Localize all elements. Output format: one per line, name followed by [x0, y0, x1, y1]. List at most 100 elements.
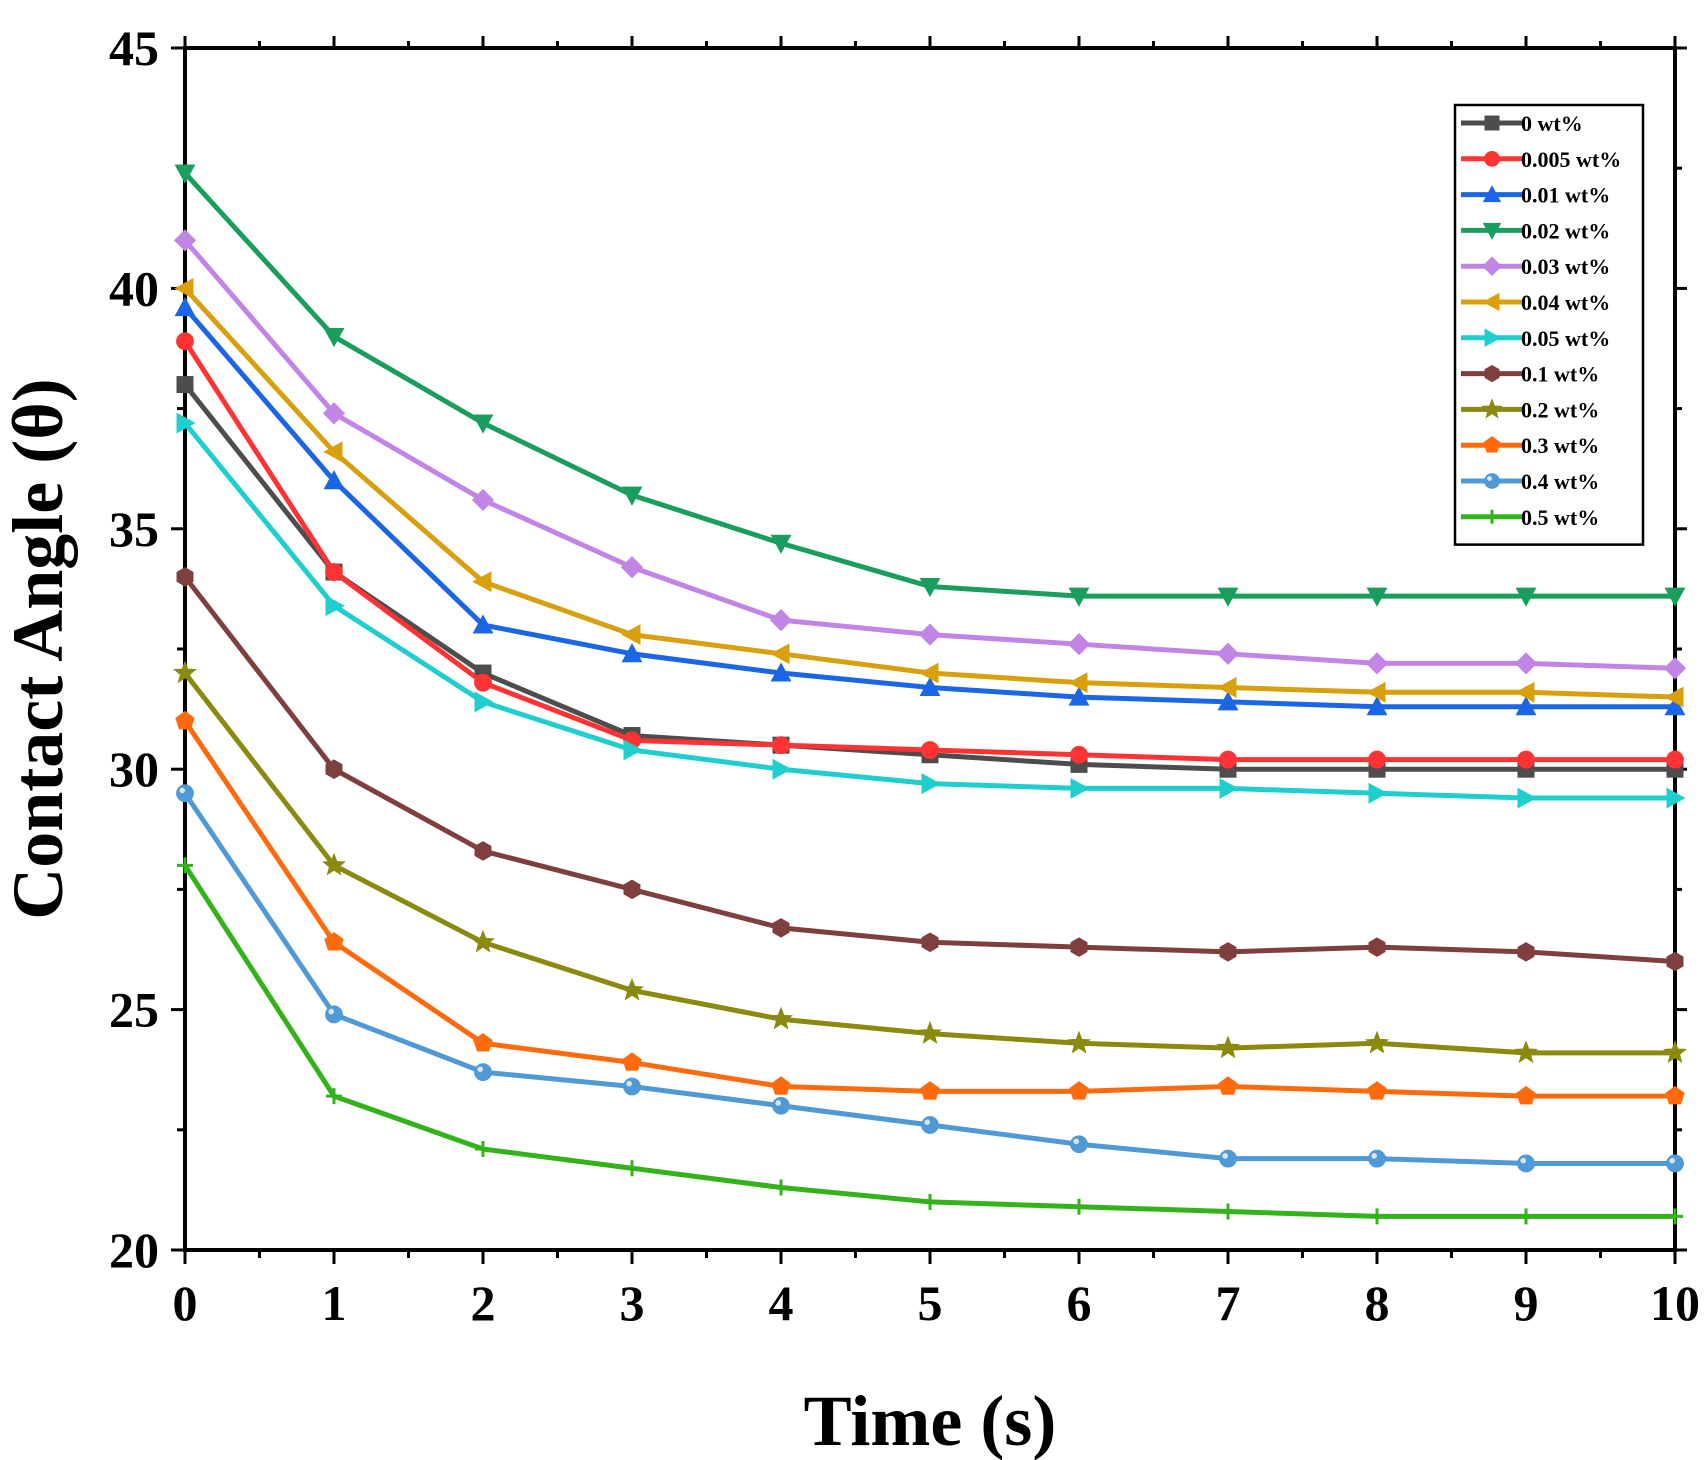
- data-point: [1664, 587, 1686, 607]
- legend-item: 0.2 wt%: [1461, 397, 1599, 422]
- data-point: [772, 918, 790, 938]
- y-tick-label: 25: [109, 982, 159, 1038]
- data-point: [1217, 677, 1237, 698]
- legend-label: 0.005 wt%: [1521, 147, 1621, 172]
- series-3: [174, 164, 1686, 607]
- data-point: [323, 470, 345, 490]
- data-point: [1485, 509, 1499, 524]
- data-point: [176, 376, 194, 394]
- data-point: [173, 229, 197, 252]
- data-point: [1666, 787, 1686, 809]
- legend-label: 0.05 wt%: [1521, 326, 1610, 351]
- data-point: [621, 486, 643, 506]
- data-point: [325, 563, 343, 581]
- data-point: [1514, 1040, 1538, 1064]
- legend-label: 0.2 wt%: [1521, 397, 1599, 422]
- legend-item: 0.03 wt%: [1461, 254, 1610, 279]
- data-point: [1219, 777, 1239, 799]
- data-point: [474, 841, 492, 861]
- data-point: [1367, 1081, 1387, 1100]
- data-point: [921, 1116, 939, 1134]
- data-point: [1484, 328, 1502, 348]
- data-point: [474, 691, 494, 713]
- series-9: [175, 710, 1685, 1105]
- data-point: [921, 773, 941, 795]
- data-point: [623, 739, 643, 761]
- data-point: [473, 1033, 493, 1052]
- data-point-highlight: [328, 1008, 335, 1015]
- legend-item: 0.05 wt%: [1461, 326, 1610, 351]
- data-point: [472, 571, 492, 593]
- data-point: [922, 1193, 938, 1210]
- data-point: [173, 660, 197, 684]
- data-point: [325, 595, 345, 617]
- data-point: [1369, 1208, 1385, 1225]
- data-point: [1517, 1154, 1535, 1173]
- data-point-highlight: [1520, 1157, 1526, 1164]
- legend-label: 0.01 wt%: [1521, 183, 1610, 208]
- data-point: [620, 556, 644, 579]
- x-tick-label: 5: [918, 1275, 943, 1331]
- y-tick-label: 40: [109, 260, 159, 316]
- data-point: [920, 1081, 940, 1100]
- data-point: [176, 784, 194, 803]
- data-point: [1481, 398, 1503, 419]
- legend-label: 0.4 wt%: [1521, 469, 1599, 494]
- data-point: [1484, 473, 1500, 489]
- y-tick-label: 30: [109, 741, 159, 797]
- data-point: [323, 441, 343, 463]
- legend-item: 0.01 wt%: [1461, 183, 1610, 208]
- legend-item: 0.005 wt%: [1461, 147, 1621, 172]
- data-point: [174, 164, 196, 184]
- series-line: [183, 306, 1675, 710]
- data-point: [175, 710, 195, 730]
- data-point: [474, 673, 492, 692]
- data-point: [1667, 1208, 1683, 1225]
- x-tick-label: 1: [322, 1275, 347, 1331]
- data-point: [1482, 292, 1500, 312]
- data-point: [772, 1096, 790, 1115]
- legend-box: [1453, 103, 1645, 546]
- data-point: [1220, 1203, 1236, 1220]
- data-point: [1217, 691, 1239, 711]
- data-point: [1219, 1149, 1237, 1168]
- data-point-highlight: [1222, 1153, 1228, 1159]
- legend-item: 0.04 wt%: [1461, 290, 1610, 315]
- data-point: [1068, 686, 1090, 706]
- data-point: [770, 662, 792, 682]
- data-point-highlight: [626, 1080, 632, 1087]
- data-point: [1216, 1035, 1240, 1059]
- data-point: [1368, 1149, 1386, 1168]
- data-point: [771, 1076, 791, 1095]
- x-tick-label: 9: [1514, 1275, 1539, 1331]
- data-point: [1368, 782, 1388, 804]
- data-point-highlight: [1487, 476, 1493, 481]
- data-point: [1515, 587, 1537, 607]
- data-point: [1484, 150, 1500, 167]
- series-6: [176, 412, 1686, 809]
- data-point: [919, 577, 941, 598]
- data-point: [1070, 745, 1088, 764]
- data-point: [623, 1077, 641, 1096]
- x-tick-label: 3: [620, 1275, 645, 1331]
- data-point-highlight: [477, 1066, 484, 1073]
- legend-label: 0.02 wt%: [1521, 218, 1610, 243]
- data-point: [322, 852, 346, 876]
- series-5: [174, 277, 1684, 708]
- legend-item: 0.3 wt%: [1461, 433, 1599, 458]
- legend-label: 0.3 wt%: [1521, 433, 1599, 458]
- data-point: [772, 736, 790, 755]
- series-4: [173, 229, 1687, 680]
- legend: 0 wt% 0.005 wt% 0.01 wt% 0.02 wt% 0.03 wt% 0.…: [1453, 103, 1645, 546]
- data-point: [770, 534, 792, 554]
- data-point: [1069, 1081, 1089, 1100]
- data-point: [1070, 937, 1088, 957]
- series-line: [183, 383, 1675, 772]
- data-point: [1666, 1154, 1684, 1173]
- legend-item: 0.5 wt%: [1461, 505, 1599, 530]
- data-point: [1484, 115, 1500, 131]
- data-point: [770, 643, 790, 665]
- data-point: [1067, 1030, 1091, 1054]
- legend-item: 0.1 wt%: [1461, 362, 1599, 387]
- data-point: [174, 296, 196, 317]
